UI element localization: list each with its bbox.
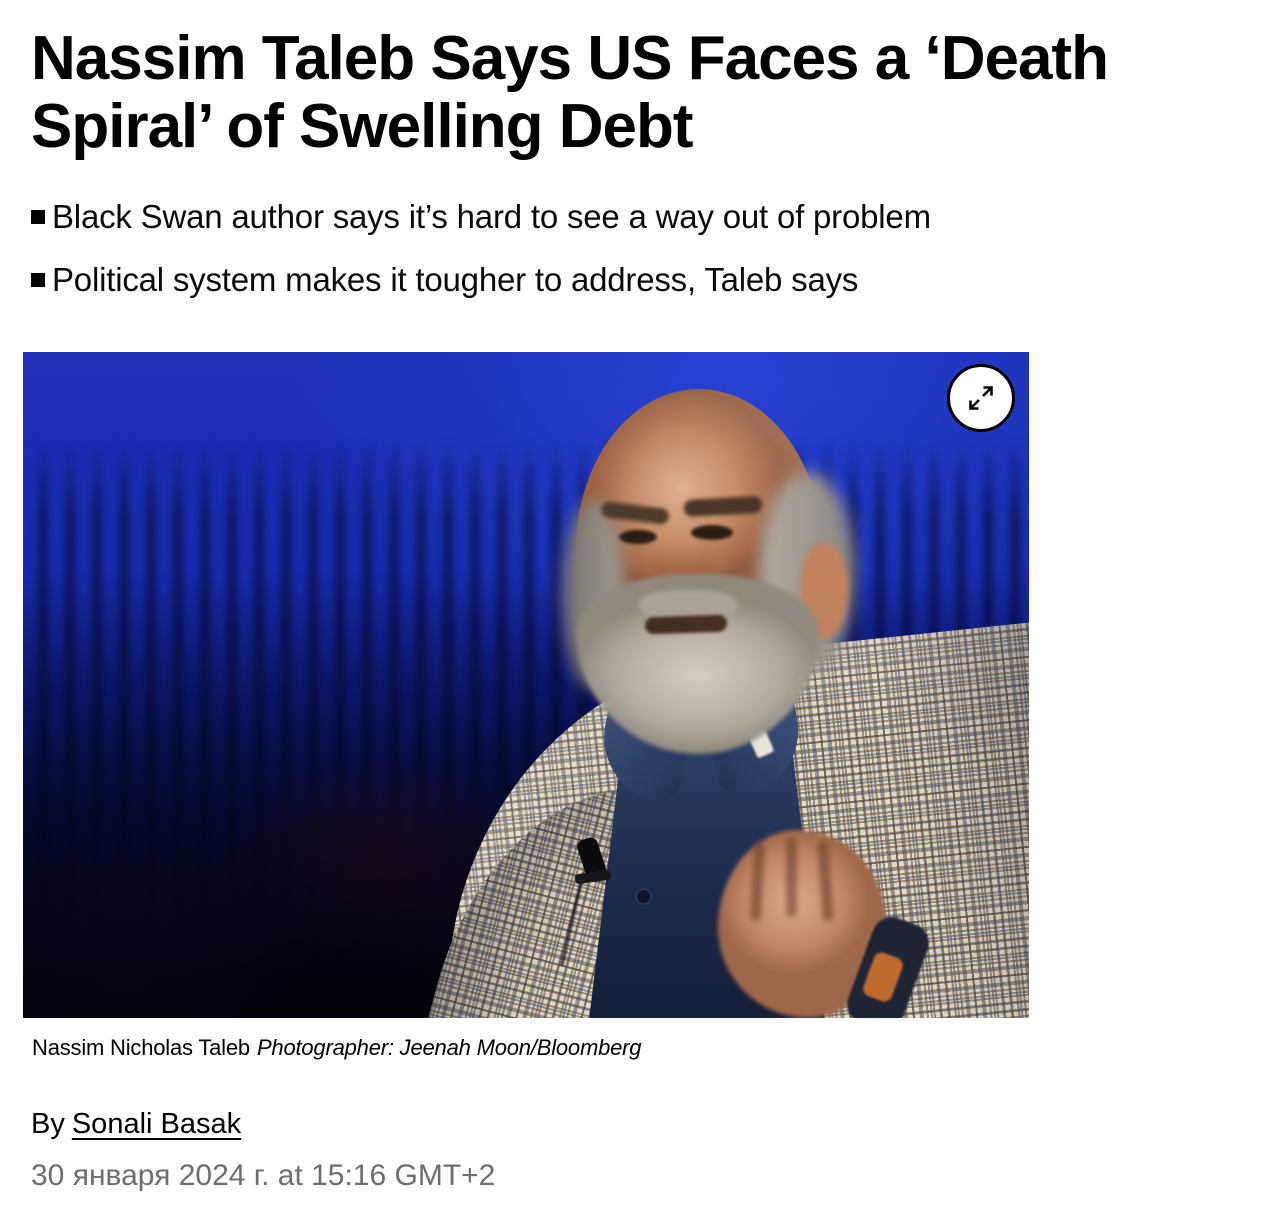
person-eye-left [619,530,657,544]
photo-caption: Nassim Nicholas Taleb Photographer: Jeena… [32,1035,1029,1061]
byline-prefix: By [31,1108,65,1140]
headline: Nassim Taleb Says US Faces a ‘Death Spir… [31,24,1109,161]
publish-date: 30 января 2024 г. at 15:16 GMT+2 [31,1159,496,1192]
byline: By Sonali Basak [31,1107,1250,1142]
person-mouth [644,614,728,635]
article-figure: Nassim Nicholas Taleb Photographer: Jeena… [23,352,1029,1061]
caption-subject: Nassim Nicholas Taleb [32,1035,250,1060]
key-point-text: Political system makes it tougher to add… [52,261,859,298]
person-shirt-button [637,890,650,903]
key-point: Black Swan author says it’s hard to see … [31,197,1250,237]
bullet-square-icon [31,210,45,224]
expand-diagonal-arrows-icon [969,386,993,410]
article-page: Nassim Taleb Says US Faces a ‘Death Spir… [0,25,1280,1194]
key-point: Political system makes it tougher to add… [31,260,1250,300]
expand-photo-button[interactable] [947,364,1015,432]
key-points-list: Black Swan author says it’s hard to see … [31,197,1250,300]
key-point-text: Black Swan author says it’s hard to see … [52,198,931,235]
person-nassim-taleb [23,352,1029,1018]
article-photo [23,352,1029,1018]
bullet-square-icon [31,273,45,287]
person-finger-shadow [786,837,797,917]
caption-credit: Photographer: Jeenah Moon/Bloomberg [256,1035,642,1060]
author-link[interactable]: Sonali Basak [71,1108,242,1140]
